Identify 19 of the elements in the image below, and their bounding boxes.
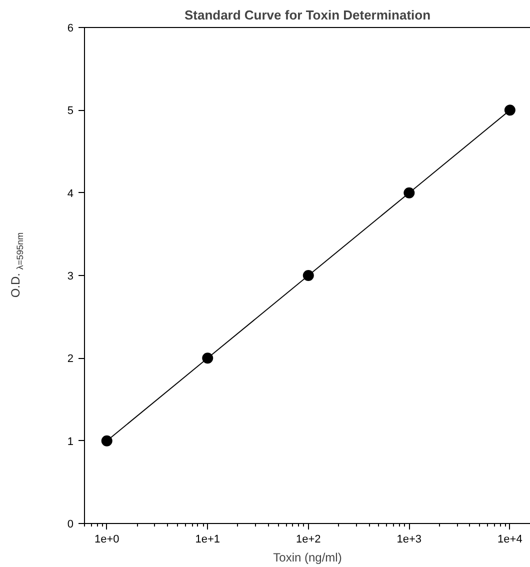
y-tick-label: 4 [67,188,74,200]
y-tick-label: 1 [67,436,74,448]
y-tick-label: 3 [67,270,74,282]
point [504,104,516,116]
x-tick-label: 1e+0 [94,534,120,546]
chart-title: Standard Curve for Toxin Determination [184,8,431,22]
x-tick-label: 1e+2 [296,534,321,546]
x-tick-label: 1e+4 [498,534,522,546]
x-axis-title: Toxin (ng/ml) [273,550,342,564]
y-tick-label: 0 [67,518,74,530]
point [202,352,214,364]
point [101,435,112,446]
x-tick-label: 1e+1 [195,534,220,546]
y-tick-label: 5 [67,105,74,118]
point [404,187,415,198]
y-tick-label: 2 [67,353,74,366]
point [302,270,314,281]
x-tick-label: 1e+3 [396,534,422,546]
y-tick-label: 6 [67,22,74,34]
